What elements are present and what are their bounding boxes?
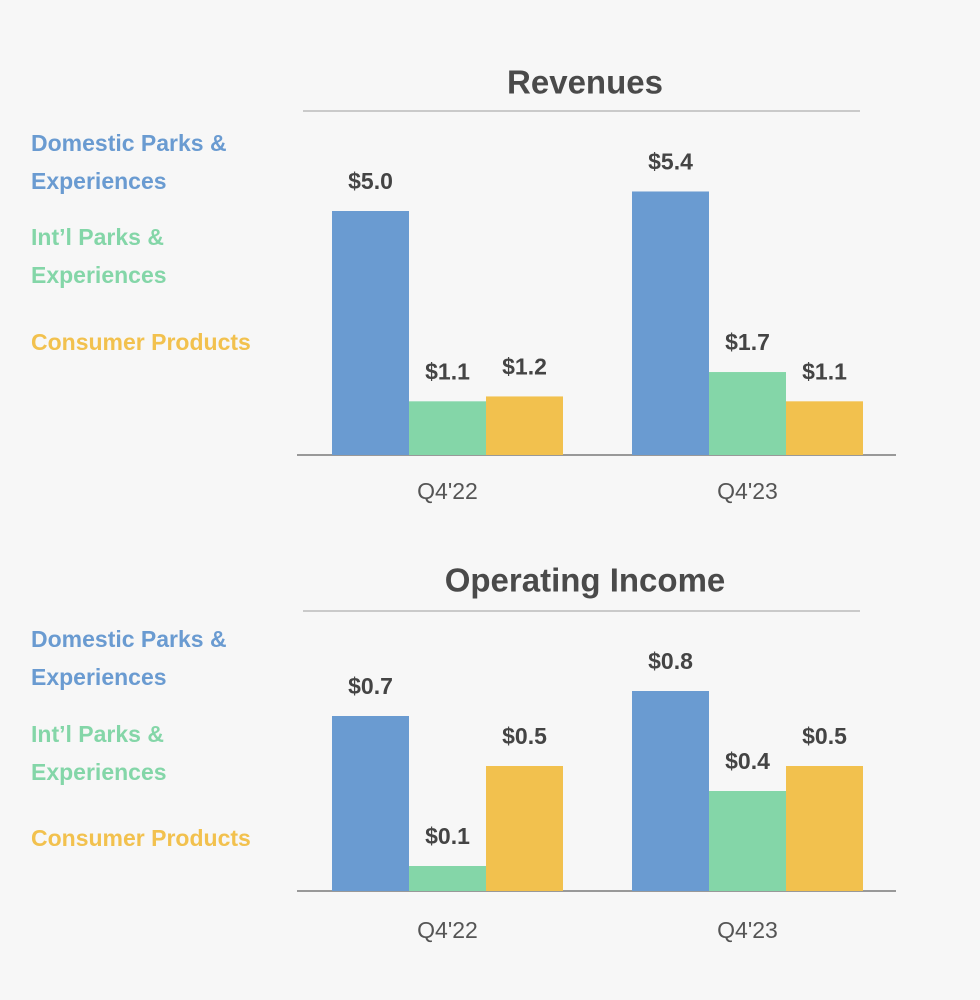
bar (709, 791, 786, 891)
bar (786, 766, 863, 891)
legend-entry: Domestic Parks & Experiences (31, 130, 227, 194)
bar (632, 191, 709, 456)
value-label: $0.7 (348, 673, 393, 699)
bar (332, 211, 409, 455)
value-label: $1.7 (725, 329, 770, 355)
legend-entry: Int’l Parks & Experiences (31, 721, 167, 785)
bar (786, 401, 863, 455)
value-label: $0.5 (802, 723, 847, 749)
value-label: $1.1 (802, 358, 847, 384)
x-tick-label: Q4'23 (717, 917, 778, 943)
value-label: $5.4 (648, 149, 693, 175)
value-label: $0.5 (502, 723, 547, 749)
bar (409, 866, 486, 891)
bar (332, 716, 409, 891)
legend-entry: Int’l Parks & Experiences (31, 224, 167, 288)
legend-entry: Consumer Products (31, 329, 251, 355)
value-label: $5.0 (348, 168, 393, 194)
x-tick-label: Q4'22 (417, 917, 478, 943)
value-label: $0.1 (425, 823, 470, 849)
x-tick-label: Q4'22 (417, 478, 478, 504)
x-tick-label: Q4'23 (717, 478, 778, 504)
bar (709, 372, 786, 455)
legend-entry: Domestic Parks & Experiences (31, 626, 227, 690)
bar (632, 691, 709, 891)
bar (486, 396, 563, 455)
bar (486, 766, 563, 891)
value-label: $0.4 (725, 748, 770, 774)
legend-entry: Consumer Products (31, 825, 251, 851)
chart-title: Revenues (507, 64, 663, 101)
chart-title: Operating Income (445, 562, 726, 599)
value-label: $0.8 (648, 648, 693, 674)
value-label: $1.1 (425, 358, 470, 384)
bar (409, 401, 486, 455)
value-label: $1.2 (502, 354, 547, 380)
